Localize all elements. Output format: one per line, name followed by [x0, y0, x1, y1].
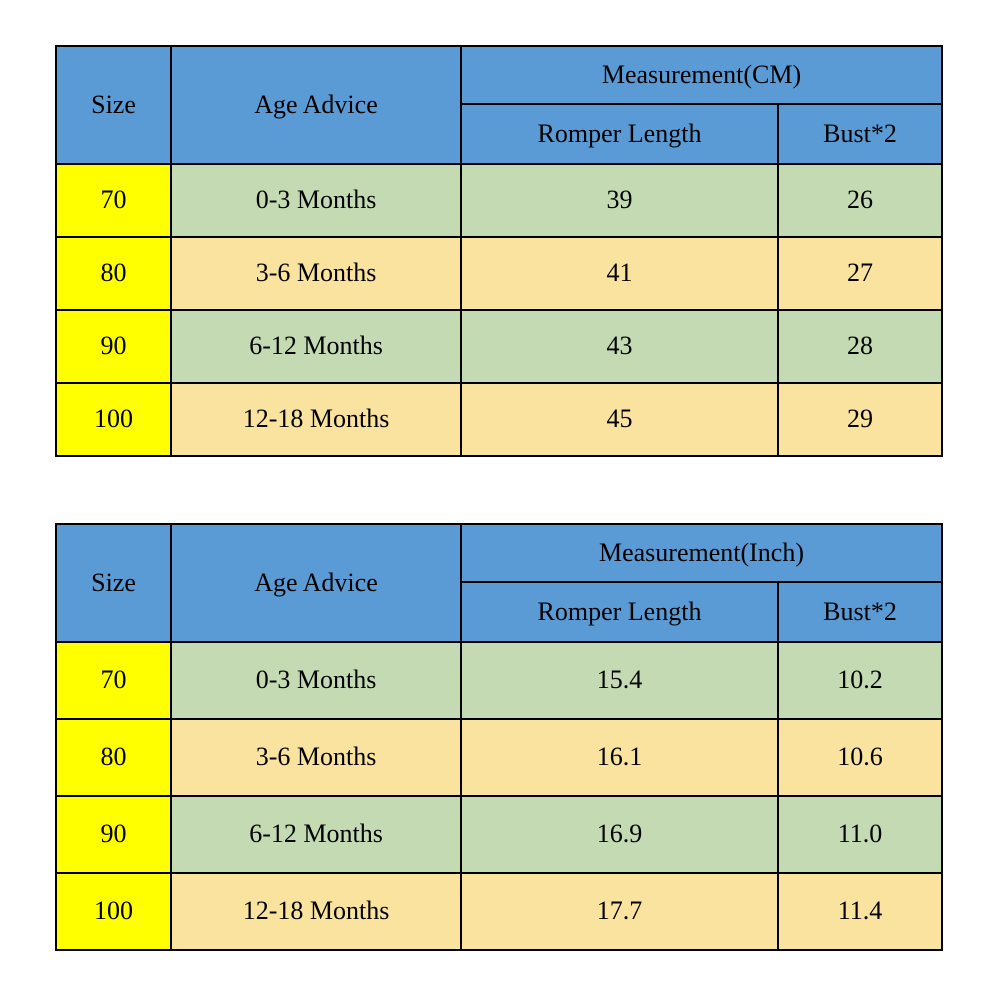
- bust-value: 11.0: [777, 795, 943, 874]
- column-header-size: Size: [55, 523, 172, 643]
- column-header-bust: Bust*2: [777, 103, 943, 165]
- age-advice-value: 6-12 Months: [170, 795, 462, 874]
- column-header-age-advice: Age Advice: [170, 523, 462, 643]
- column-header-romper-length: Romper Length: [460, 103, 779, 165]
- romper-length-value: 43: [460, 309, 779, 384]
- table-row: 90 6-12 Months 43 28: [55, 309, 943, 384]
- age-advice-value: 12-18 Months: [170, 382, 462, 457]
- romper-length-value: 41: [460, 236, 779, 311]
- age-advice-value: 3-6 Months: [170, 718, 462, 797]
- size-value: 80: [55, 718, 172, 797]
- romper-length-value: 39: [460, 163, 779, 238]
- bust-value: 28: [777, 309, 943, 384]
- size-value: 100: [55, 872, 172, 951]
- table-row: 80 3-6 Months 41 27: [55, 236, 943, 311]
- column-header-measurement-inch: Measurement(Inch): [460, 523, 943, 583]
- column-header-size: Size: [55, 45, 172, 165]
- age-advice-value: 0-3 Months: [170, 163, 462, 238]
- age-advice-value: 3-6 Months: [170, 236, 462, 311]
- age-advice-value: 12-18 Months: [170, 872, 462, 951]
- table-row: 70 0-3 Months 15.4 10.2: [55, 641, 943, 720]
- table-row: 90 6-12 Months 16.9 11.0: [55, 795, 943, 874]
- bust-value: 11.4: [777, 872, 943, 951]
- romper-length-value: 16.1: [460, 718, 779, 797]
- size-chart-table-cm: Size Age Advice Measurement(CM) Romper L…: [55, 45, 943, 457]
- size-value: 70: [55, 641, 172, 720]
- column-header-romper-length: Romper Length: [460, 581, 779, 643]
- bust-value: 26: [777, 163, 943, 238]
- table-row: 70 0-3 Months 39 26: [55, 163, 943, 238]
- age-advice-value: 6-12 Months: [170, 309, 462, 384]
- size-value: 90: [55, 309, 172, 384]
- bust-value: 27: [777, 236, 943, 311]
- romper-length-value: 45: [460, 382, 779, 457]
- bust-value: 29: [777, 382, 943, 457]
- column-header-age-advice: Age Advice: [170, 45, 462, 165]
- size-value: 80: [55, 236, 172, 311]
- bust-value: 10.2: [777, 641, 943, 720]
- bust-value: 10.6: [777, 718, 943, 797]
- romper-length-value: 15.4: [460, 641, 779, 720]
- size-chart-table-inch: Size Age Advice Measurement(Inch) Romper…: [55, 523, 943, 951]
- column-header-bust: Bust*2: [777, 581, 943, 643]
- table-row: 100 12-18 Months 17.7 11.4: [55, 872, 943, 951]
- age-advice-value: 0-3 Months: [170, 641, 462, 720]
- romper-length-value: 17.7: [460, 872, 779, 951]
- table-row: 80 3-6 Months 16.1 10.6: [55, 718, 943, 797]
- romper-length-value: 16.9: [460, 795, 779, 874]
- size-value: 70: [55, 163, 172, 238]
- column-header-measurement-cm: Measurement(CM): [460, 45, 943, 105]
- size-value: 100: [55, 382, 172, 457]
- size-value: 90: [55, 795, 172, 874]
- table-row: 100 12-18 Months 45 29: [55, 382, 943, 457]
